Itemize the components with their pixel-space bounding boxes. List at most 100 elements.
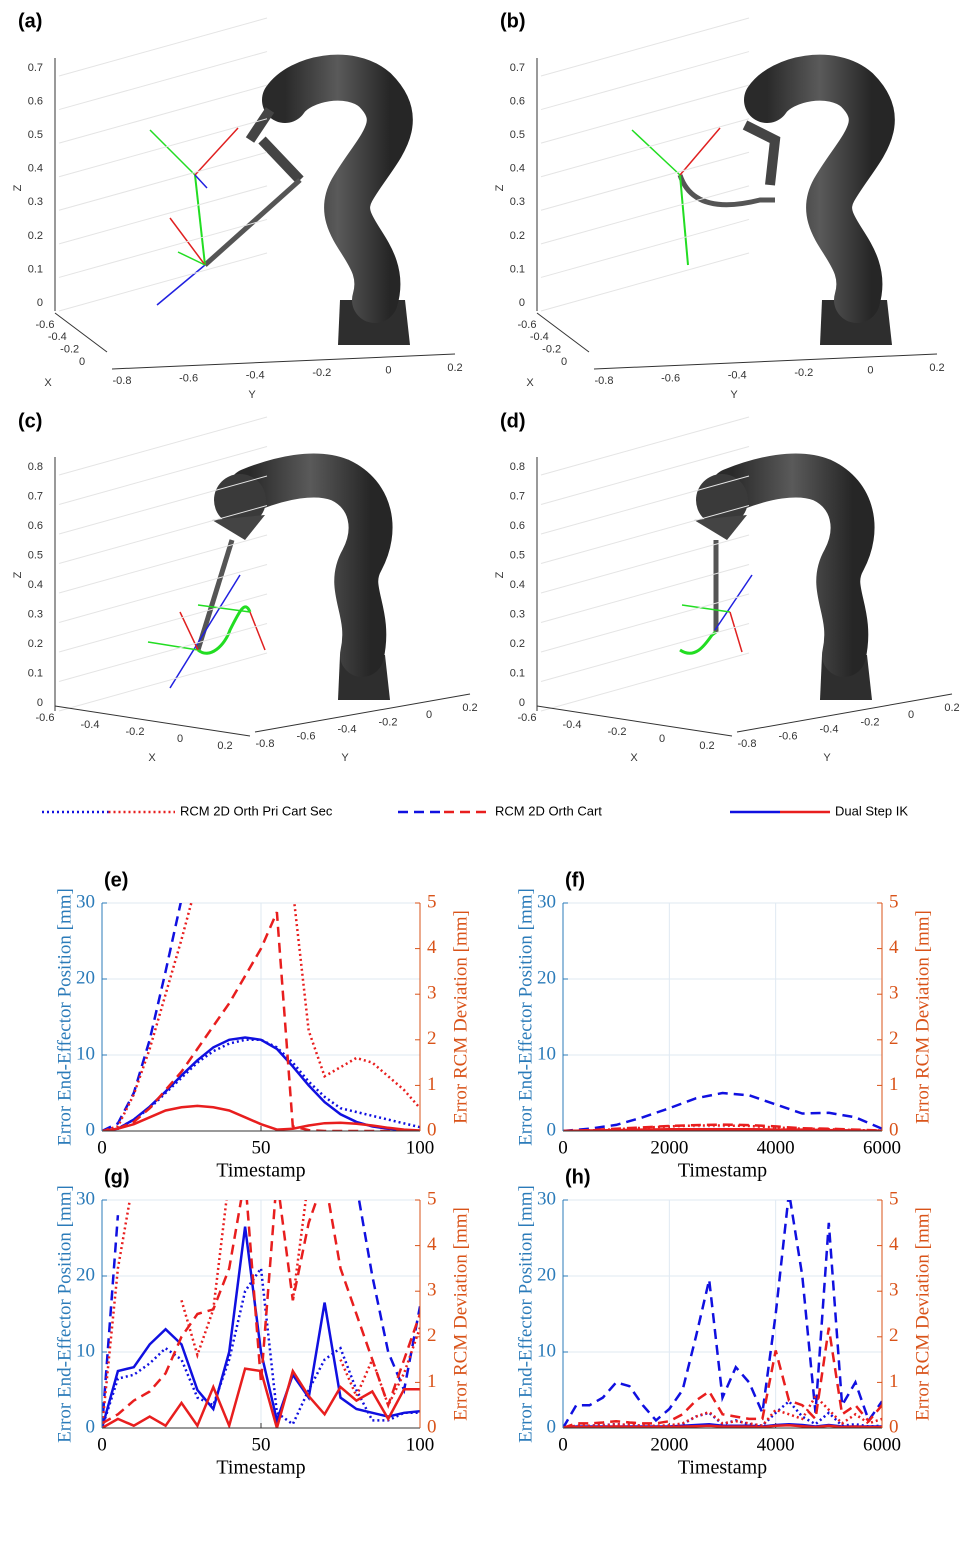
grid-line xyxy=(58,118,268,178)
z-tick-label: 0.5 xyxy=(28,129,43,141)
x-tick-label: 50 xyxy=(252,1137,271,1158)
z-tick-label: 0.7 xyxy=(510,62,525,74)
y-axis-label: Error End-Effector Position [mm] xyxy=(515,1185,536,1443)
z-tick-label: 0.2 xyxy=(510,230,525,242)
data-line xyxy=(102,1200,420,1428)
y-tick-label: -0.6 xyxy=(179,372,198,384)
z-tick-label: 0.2 xyxy=(28,638,43,650)
x-axis-label: X xyxy=(630,752,638,764)
y-axis-label: Error End-Effector Position [mm] xyxy=(54,1185,75,1443)
y-tick-label: -0.4 xyxy=(820,724,839,736)
y-tick-label: -0.4 xyxy=(246,370,265,382)
z-tick-label: 0.6 xyxy=(510,520,525,532)
y-tick-label: 0.2 xyxy=(929,362,944,374)
y2-tick-label: 3 xyxy=(427,1280,437,1301)
data-line xyxy=(102,1200,420,1425)
z-tick-label: 0.6 xyxy=(28,95,43,107)
grid-line xyxy=(540,151,750,211)
axis-line xyxy=(54,312,108,353)
axis-line xyxy=(536,312,590,353)
grid-line xyxy=(58,218,268,278)
x-tick-label: 0 xyxy=(558,1137,568,1158)
x-tick-label: 100 xyxy=(406,1137,435,1158)
legend-label: Dual Step IK xyxy=(835,803,908,818)
y-tick-label: 30 xyxy=(76,1188,95,1209)
panel-label: (d) xyxy=(500,410,526,432)
legend-label: RCM 2D Orth Pri Cart Sec xyxy=(180,803,333,818)
y2-tick-label: 2 xyxy=(889,1028,899,1049)
y-tick-label: 0 xyxy=(547,1119,557,1140)
y-tick-label: -0.6 xyxy=(297,731,316,743)
y-tick-label: 20 xyxy=(76,967,95,988)
grid-line xyxy=(58,17,268,77)
x-tick-label: 0 xyxy=(79,356,85,368)
y-tick-label: -0.4 xyxy=(728,370,747,382)
data-line xyxy=(563,1394,882,1428)
y-tick-label: 20 xyxy=(537,967,556,988)
x-tick-label: 0 xyxy=(659,733,665,745)
panel-label: (h) xyxy=(565,1166,591,1188)
x-tick-label: 4000 xyxy=(757,1137,795,1158)
y-tick-label: -0.2 xyxy=(794,367,813,379)
y-tick-label: -0.8 xyxy=(113,375,132,387)
z-tick-label: 0.7 xyxy=(28,490,43,502)
y2-tick-label: 1 xyxy=(427,1074,437,1095)
x-axis-label: X xyxy=(148,752,156,764)
x-tick-label: -0.4 xyxy=(563,719,582,731)
x-tick-label: -0.4 xyxy=(530,331,549,343)
y2-axis-label: Error RCM Deviation [mm] xyxy=(450,1207,471,1421)
x-tick-label: -0.6 xyxy=(518,712,537,724)
z-tick-label: 0 xyxy=(37,297,43,309)
z-axis-label: Z xyxy=(494,184,506,191)
z-tick-label: 0.5 xyxy=(28,549,43,561)
grid-line xyxy=(540,505,750,564)
y-tick-label: 30 xyxy=(76,891,95,912)
z-tick-label: 0.4 xyxy=(28,163,43,175)
z-tick-label: 0.1 xyxy=(510,667,525,679)
y-axis-label: Y xyxy=(341,752,349,764)
y2-tick-label: 1 xyxy=(889,1074,899,1095)
data-line xyxy=(563,1327,882,1428)
y-tick-label: 10 xyxy=(537,1043,556,1064)
y2-tick-label: 3 xyxy=(889,1280,899,1301)
z-tick-label: 0.6 xyxy=(28,520,43,532)
grid-line xyxy=(58,652,268,712)
y2-tick-label: 0 xyxy=(889,1416,899,1437)
z-tick-label: 0 xyxy=(37,697,43,709)
grid-line xyxy=(540,84,750,144)
y2-tick-label: 1 xyxy=(427,1371,437,1392)
panel-label: (b) xyxy=(500,10,526,32)
panel-label: (g) xyxy=(104,1166,130,1188)
y-tick-label: 0 xyxy=(86,1119,96,1140)
grid-line xyxy=(540,623,750,682)
y2-tick-label: 2 xyxy=(889,1325,899,1346)
y-tick-label: 0.2 xyxy=(447,362,462,374)
y-tick-label: 0 xyxy=(867,365,873,377)
z-tick-label: 0.5 xyxy=(510,129,525,141)
z-tick-label: 0.4 xyxy=(510,579,525,591)
y-tick-label: -0.6 xyxy=(661,372,680,384)
y2-tick-label: 0 xyxy=(427,1416,437,1437)
y-tick-label: 10 xyxy=(537,1340,556,1361)
x-tick-label: -0.4 xyxy=(81,719,100,731)
grid-line xyxy=(540,652,750,712)
x-tick-label: -0.6 xyxy=(36,712,55,724)
y2-tick-label: 5 xyxy=(427,1188,437,1209)
y-tick-label: -0.4 xyxy=(338,724,357,736)
y-tick-label: -0.2 xyxy=(379,716,398,728)
grid-line xyxy=(540,564,750,623)
y-tick-label: -0.8 xyxy=(256,738,275,750)
grid-line xyxy=(58,416,268,476)
x-tick-label: -0.2 xyxy=(126,726,145,738)
grid-line xyxy=(58,623,268,682)
grid-line xyxy=(540,475,750,535)
z-tick-label: 0.8 xyxy=(510,461,525,473)
y-tick-label: -0.8 xyxy=(595,375,614,387)
robot-render-b xyxy=(631,54,895,345)
data-line xyxy=(102,903,420,1131)
grid-line xyxy=(58,475,268,535)
y-axis-label: Y xyxy=(823,752,831,764)
z-tick-label: 0.6 xyxy=(510,95,525,107)
y-tick-label: -0.8 xyxy=(738,738,757,750)
x-tick-label: 2000 xyxy=(650,1434,688,1455)
